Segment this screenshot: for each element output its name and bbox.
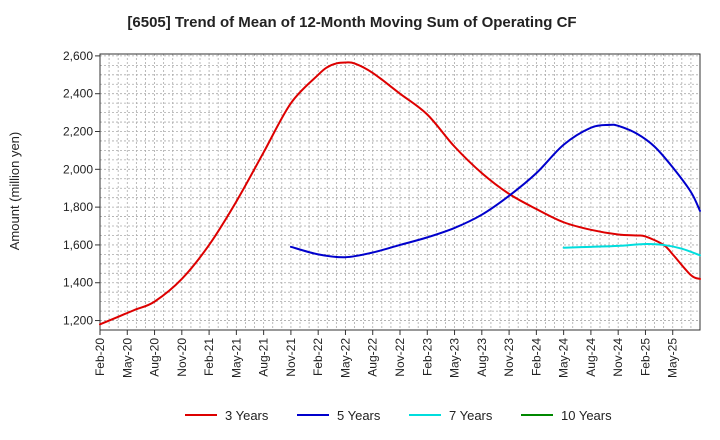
x-tick-label: Aug-24 — [584, 338, 598, 377]
x-tick-label: Nov-22 — [393, 338, 407, 377]
y-axis-label: Amount (million yen) — [7, 132, 22, 251]
x-tick-label: Nov-24 — [611, 338, 625, 377]
plot-area: 1,200 1,400 1,600 1,800 2,000 2,200 2,400 2,600… — [63, 49, 701, 378]
x-tick-label: May-20 — [120, 338, 134, 378]
x-tick-label: Feb-24 — [529, 338, 543, 376]
x-tick-label: May-22 — [338, 338, 352, 378]
x-tick-label: May-21 — [229, 338, 243, 378]
x-tick-label: Feb-21 — [202, 338, 216, 376]
x-tick-label: Feb-25 — [638, 338, 652, 376]
x-tick-label: Aug-22 — [366, 338, 380, 377]
x-tick-label: Nov-23 — [502, 338, 516, 377]
series-line-3-years — [99, 61, 701, 326]
y-tick-label: 1,600 — [63, 238, 93, 252]
chart-title: [6505] Trend of Mean of 12-Month Moving … — [127, 14, 576, 31]
x-tick-label: Feb-23 — [420, 338, 434, 376]
x-tick-label: May-25 — [666, 338, 680, 378]
x-tick-label: Feb-20 — [93, 338, 107, 376]
y-tick-label: 2,400 — [63, 87, 93, 101]
x-tick-label: Aug-23 — [475, 338, 489, 377]
y-tick-label: 2,600 — [63, 49, 93, 63]
y-tick-label: 2,200 — [63, 125, 93, 139]
y-tick-label: 1,800 — [63, 200, 93, 214]
legend-label-7-years: 7 Years — [449, 408, 493, 423]
y-tick-label: 1,200 — [63, 314, 93, 328]
y-tick-label: 2,000 — [63, 162, 93, 176]
y-tick-label: 1,400 — [63, 276, 93, 290]
legend-label-3-years: 3 Years — [225, 408, 269, 423]
x-tick-label: May-24 — [557, 338, 571, 378]
x-tick-label: May-23 — [448, 338, 462, 378]
x-tick-label: Aug-21 — [257, 338, 271, 377]
x-tick-label: Nov-21 — [284, 338, 298, 377]
legend-label-10-years: 10 Years — [561, 408, 612, 423]
series-line-7-years — [562, 242, 701, 257]
x-tick-label: Aug-20 — [148, 338, 162, 377]
series-line-5-years — [289, 123, 701, 259]
legend-label-5-years: 5 Years — [337, 408, 381, 423]
x-tick-label: Nov-20 — [175, 338, 189, 377]
legend: 3 Years 5 Years 7 Years 10 Years — [185, 408, 612, 423]
x-tick-label: Feb-22 — [311, 338, 325, 376]
